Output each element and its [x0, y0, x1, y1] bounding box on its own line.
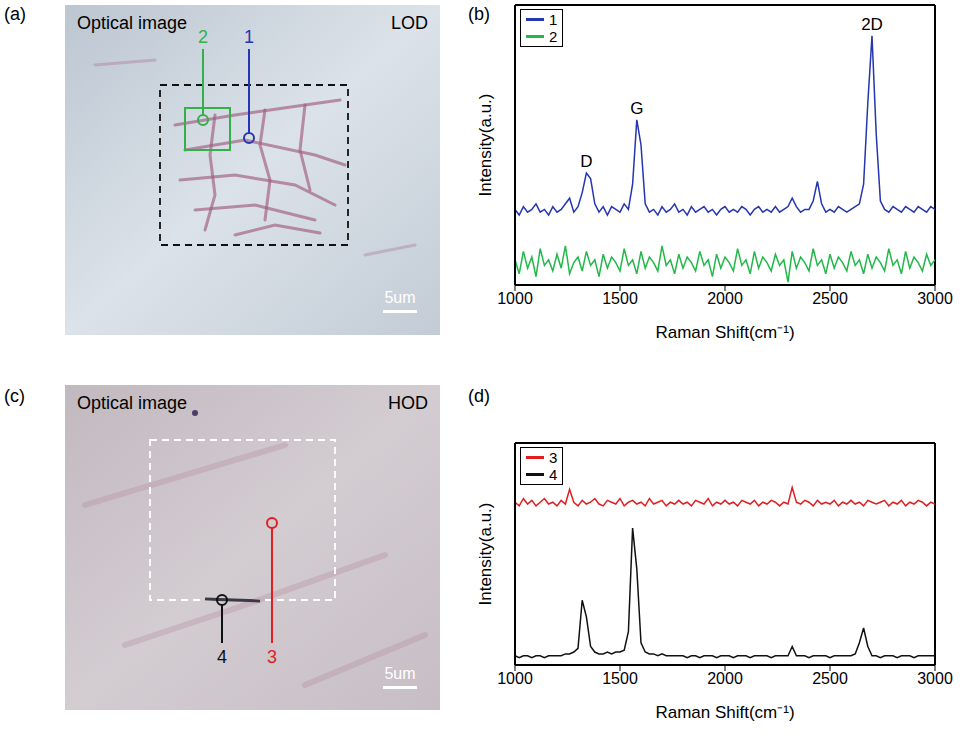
html-text:(d): (d) [468, 386, 490, 406]
html-text:3: 3 [549, 449, 558, 466]
svg-text:2D: 2D [861, 15, 883, 34]
html-text:1: 1 [549, 11, 558, 28]
svg-text:Optical image: Optical image [77, 13, 187, 33]
svg-text:1000: 1000 [497, 290, 533, 307]
svg-text:D: D [580, 152, 592, 171]
html-text:4: 4 [549, 466, 558, 483]
svg-text:Intensity(a.u.): Intensity(a.u.) [476, 94, 495, 197]
svg-text:2500: 2500 [812, 290, 848, 307]
svg-text:Raman Shift(cm⁻¹): Raman Shift(cm⁻¹) [655, 703, 794, 722]
svg-text:2500: 2500 [812, 670, 848, 687]
svg-text:5um: 5um [384, 665, 415, 682]
svg-text:G: G [630, 99, 643, 118]
svg-text:1: 1 [244, 27, 254, 47]
html-text:(a): (a) [4, 4, 26, 24]
svg-text:5um: 5um [384, 289, 415, 306]
svg-text:2000: 2000 [707, 290, 743, 307]
svg-text:3: 3 [267, 647, 277, 667]
svg-text:Intensity(a.u.): Intensity(a.u.) [476, 503, 495, 606]
svg-text:Optical image: Optical image [77, 393, 187, 413]
svg-text:3000: 3000 [917, 670, 953, 687]
svg-text:HOD: HOD [388, 393, 428, 413]
svg-text:1500: 1500 [602, 670, 638, 687]
svg-text:1000: 1000 [497, 670, 533, 687]
svg-text:3000: 3000 [917, 290, 953, 307]
html-text:(c): (c) [4, 386, 25, 406]
html-text:2: 2 [549, 28, 558, 45]
svg-text:LOD: LOD [391, 13, 428, 33]
svg-text:Raman Shift(cm⁻¹): Raman Shift(cm⁻¹) [655, 323, 794, 342]
svg-text:2000: 2000 [707, 670, 743, 687]
svg-text:2: 2 [198, 27, 208, 47]
svg-text:4: 4 [217, 647, 227, 667]
svg-text:1500: 1500 [602, 290, 638, 307]
html-text:(b): (b) [468, 4, 490, 24]
